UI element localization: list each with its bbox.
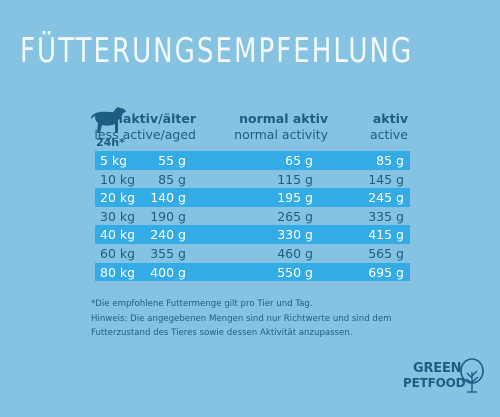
header-normal-main: normal aktiv xyxy=(239,111,328,126)
active-cell: 415 g xyxy=(368,227,404,243)
active-cell: 695 g xyxy=(368,264,404,280)
table-row: 80 kg 400 g 550 g 695 g xyxy=(95,262,410,282)
weight-cell: 20 kg xyxy=(100,190,136,206)
header-inactive: inaktiv/älter less active/aged xyxy=(94,110,196,143)
inactive-cell: 85 g xyxy=(158,171,186,187)
table-row: 30 kg 190 g 265 g 335 g xyxy=(95,207,410,226)
normal-cell: 460 g xyxy=(277,245,313,261)
normal-cell: 330 g xyxy=(277,227,313,243)
weight-cell: 30 kg xyxy=(100,208,136,224)
footnote-line: Futterzustand des Tieres sowie dessen Ak… xyxy=(91,328,353,338)
weight-cell: 10 kg xyxy=(100,171,136,187)
weight-cell: 60 kg xyxy=(100,245,136,261)
header-inactive-sub: less active/aged xyxy=(94,127,196,142)
brand-logo: GREEN PETFOOD xyxy=(403,358,491,398)
weight-cell: 40 kg xyxy=(100,227,136,243)
active-cell: 245 g xyxy=(368,190,404,206)
normal-cell: 65 g xyxy=(285,153,313,168)
footnote-line: Hinweis: Die angegebenen Mengen sind nur… xyxy=(91,313,392,324)
header-active: aktiv active xyxy=(370,110,408,143)
dog-icon xyxy=(91,107,126,133)
logo-text-line1: GREEN xyxy=(413,361,462,376)
footnotes: *Die empfohlene Futtermenge gilt pro Tie… xyxy=(91,297,421,341)
header-normal-sub: normal activity xyxy=(234,127,328,142)
weight-cell: 80 kg xyxy=(100,264,136,280)
normal-cell: 195 g xyxy=(277,190,313,206)
header-active-sub: active xyxy=(370,127,408,142)
normal-cell: 550 g xyxy=(277,264,313,280)
footnote-line: *Die empfohlene Futtermenge gilt pro Tie… xyxy=(91,299,313,309)
active-cell: 145 g xyxy=(368,171,404,187)
active-cell: 565 g xyxy=(368,245,404,261)
tree-icon xyxy=(460,358,484,393)
header-inactive-main: inaktiv/älter xyxy=(109,111,196,126)
weight-cell: 5 kg xyxy=(100,153,128,168)
inactive-cell: 400 g xyxy=(150,264,186,280)
logo-text-line2: PETFOOD xyxy=(403,376,466,390)
header-active-main: aktiv xyxy=(372,111,408,126)
table-row: 60 kg 355 g 460 g 565 g xyxy=(95,244,410,263)
table-row: 10 kg 85 g 115 g 145 g xyxy=(95,170,410,189)
inactive-cell: 190 g xyxy=(150,208,186,224)
header-normal: normal aktiv normal activity xyxy=(234,110,328,143)
normal-cell: 265 g xyxy=(277,208,313,224)
table-row: 40 kg 240 g 330 g 415 g xyxy=(95,225,410,244)
active-cell: 85 g xyxy=(376,153,404,168)
inactive-cell: 355 g xyxy=(150,245,186,261)
page-title: Fütterungsempfehlung xyxy=(20,30,414,71)
normal-cell: 115 g xyxy=(277,171,313,187)
hours-label: 24h* xyxy=(96,136,125,149)
inactive-cell: 55 g xyxy=(158,153,186,168)
table-row: 5 kg 55 g 65 g 85 g xyxy=(95,151,410,170)
table-row: 20 kg 140 g 195 g 245 g xyxy=(95,188,410,207)
inactive-cell: 240 g xyxy=(150,227,186,243)
active-cell: 335 g xyxy=(368,208,404,224)
inactive-cell: 140 g xyxy=(150,190,186,206)
feeding-table: 5 kg 55 g 65 g 85 g 10 kg 85 g 115 g 145… xyxy=(95,151,410,282)
